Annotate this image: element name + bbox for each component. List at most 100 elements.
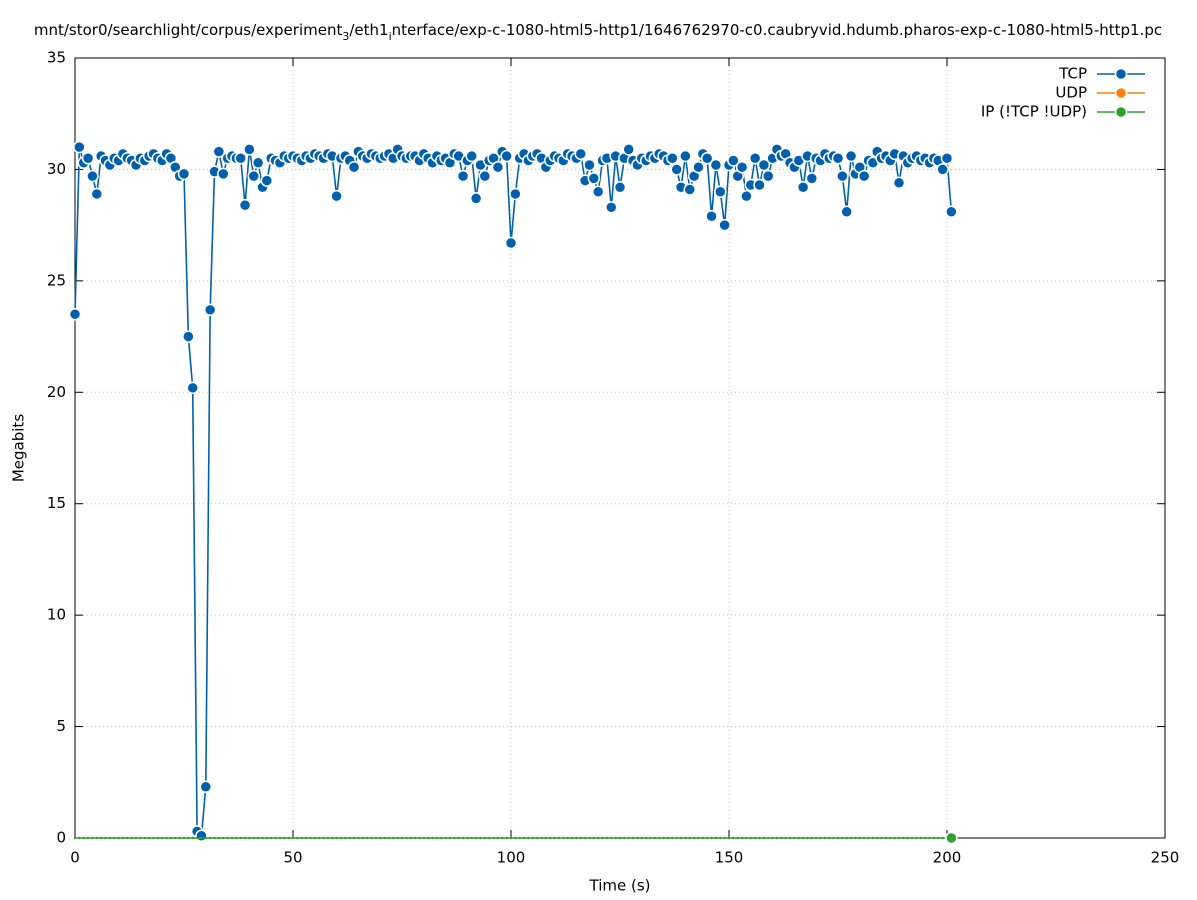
- data-point: [544, 836, 548, 840]
- data-point: [535, 836, 539, 840]
- data-point: [575, 836, 578, 840]
- data-point: [610, 836, 613, 840]
- data-point: [465, 149, 479, 163]
- data-point: [121, 836, 125, 840]
- data-point: [444, 836, 447, 840]
- data-point: [478, 169, 492, 183]
- data-point: [740, 189, 753, 203]
- data-point: [710, 836, 713, 840]
- data-point: [688, 836, 691, 840]
- legend-marker: [1114, 105, 1128, 119]
- data-point: [761, 169, 775, 183]
- data-point: [73, 140, 86, 154]
- data-point: [230, 836, 234, 840]
- data-point: [735, 160, 749, 174]
- data-point: [679, 149, 692, 163]
- x-tick-label: 200: [933, 849, 962, 867]
- data-point: [719, 836, 722, 840]
- data-point: [248, 836, 251, 840]
- data-point: [823, 836, 827, 840]
- data-point: [413, 836, 417, 840]
- data-point: [243, 836, 247, 840]
- data-point: [260, 174, 274, 187]
- title-part: mnt/stor0/searchlight/corpus/experiment: [34, 21, 343, 39]
- data-point: [601, 836, 604, 840]
- data-point: [335, 836, 338, 840]
- data-point: [431, 836, 434, 840]
- data-point: [461, 836, 465, 840]
- data-point: [78, 836, 81, 840]
- data-point: [317, 836, 321, 840]
- data-point: [396, 836, 399, 840]
- data-point: [762, 836, 766, 840]
- data-point: [331, 836, 334, 840]
- data-point: [147, 836, 151, 840]
- data-point: [902, 836, 905, 840]
- data-point: [893, 836, 896, 840]
- data-point: [457, 836, 460, 840]
- data-point: [736, 836, 739, 840]
- data-point: [653, 836, 657, 840]
- data-point: [844, 149, 858, 163]
- data-point: [566, 836, 569, 840]
- data-point: [212, 145, 226, 158]
- data-point: [753, 178, 766, 192]
- data-point: [819, 836, 822, 840]
- data-point: [714, 185, 727, 198]
- data-point: [283, 836, 286, 840]
- title-part: nterface/exp-c-1080-html5-http1/16467629…: [392, 21, 1163, 39]
- data-point: [671, 836, 674, 840]
- data-point: [226, 836, 229, 840]
- data-point: [278, 836, 282, 840]
- data-point: [134, 836, 138, 840]
- data-point: [553, 836, 556, 840]
- data-point: [723, 836, 726, 840]
- data-point: [836, 169, 849, 183]
- data-point: [937, 836, 940, 840]
- data-point: [613, 181, 627, 194]
- data-point: [758, 836, 761, 840]
- data-point: [73, 836, 77, 840]
- plot-frame: [74, 57, 1166, 839]
- data-point: [370, 836, 373, 840]
- data-point: [156, 836, 160, 840]
- data-point: [392, 836, 395, 840]
- legend-marker: [1114, 67, 1128, 81]
- data-point: [670, 163, 683, 176]
- data-point: [509, 836, 513, 840]
- y-tick-label: 0: [56, 829, 66, 847]
- data-point: [208, 836, 212, 840]
- data-point: [139, 836, 142, 840]
- data-point: [591, 185, 605, 198]
- data-point: [217, 836, 221, 840]
- data-point: [775, 836, 779, 840]
- data-point: [113, 836, 116, 840]
- data-point: [700, 152, 714, 165]
- data-point: [732, 836, 735, 840]
- data-point: [251, 156, 265, 169]
- data-point: [322, 836, 325, 840]
- data-point: [81, 152, 95, 165]
- data-point: [501, 836, 504, 840]
- y-tick-label: 10: [47, 606, 66, 624]
- chart-title: mnt/stor0/searchlight/corpus/experiment3…: [34, 21, 1162, 43]
- data-point: [815, 836, 818, 840]
- data-point: [339, 836, 343, 840]
- data-point: [836, 836, 840, 840]
- data-point: [666, 836, 670, 840]
- data-point: [797, 836, 800, 840]
- data-point: [108, 836, 112, 840]
- data-point: [326, 836, 330, 840]
- data-point: [592, 836, 596, 840]
- data-point: [841, 836, 844, 840]
- data-point: [130, 836, 133, 840]
- title-part: i: [389, 30, 392, 43]
- data-point: [274, 836, 277, 840]
- data-point: [718, 218, 731, 232]
- data-point: [767, 836, 770, 840]
- data-point: [945, 831, 958, 845]
- data-point: [238, 198, 252, 212]
- data-point: [771, 836, 774, 840]
- legend-marker: [1114, 86, 1128, 100]
